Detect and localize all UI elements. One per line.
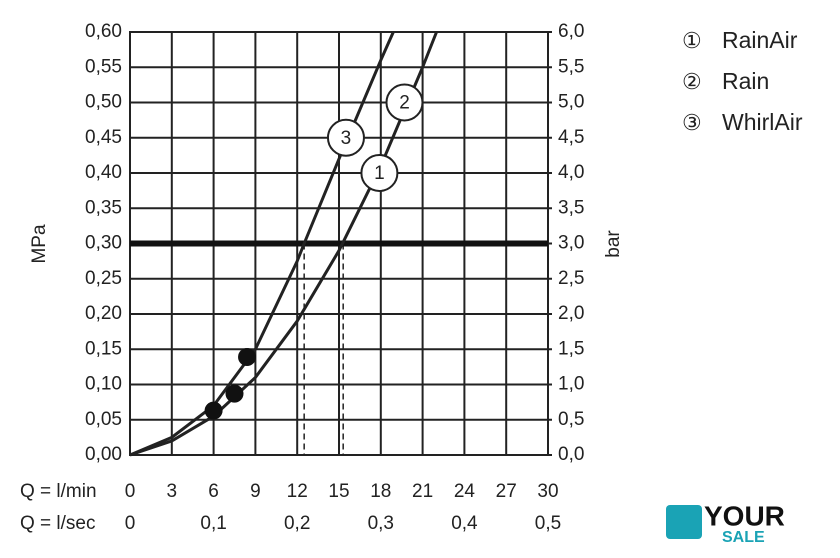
- y2-tick-label: 2,0: [558, 303, 584, 324]
- y-tick-label: 0,55: [85, 56, 122, 77]
- x-tick-label: 18: [370, 481, 391, 502]
- x2-tick-label: 0,4: [451, 513, 478, 534]
- y-tick-label: 0,20: [85, 303, 122, 324]
- x-tick-label: 0: [125, 481, 136, 502]
- y2-tick-label: 0,0: [558, 444, 584, 465]
- legend-label: WhirlAir: [722, 109, 803, 135]
- x-tick-label: 15: [328, 481, 349, 502]
- legend-label: Rain: [722, 68, 769, 94]
- x2-tick-label: 0,5: [535, 513, 561, 534]
- x2-tick-label: 0: [125, 513, 136, 534]
- point: [225, 384, 244, 403]
- y2-tick-label: 4,5: [558, 127, 584, 148]
- y2-tick-label: 0,5: [558, 409, 584, 430]
- x-axis-label: Q = l/min: [20, 481, 97, 502]
- curve-label: 2: [399, 93, 410, 114]
- y2-tick-label: 5,5: [558, 56, 584, 77]
- x2-axis-label: Q = l/sec: [20, 513, 96, 534]
- point: [204, 401, 223, 420]
- y2-tick-label: 4,0: [558, 162, 584, 183]
- y-tick-label: 0,25: [85, 268, 122, 289]
- x-tick-label: 3: [167, 481, 178, 502]
- curve-label-circle: [326, 118, 365, 157]
- x-tick-label: 12: [287, 481, 308, 502]
- legend-label: RainAir: [722, 27, 798, 53]
- x2-tick-label: 0,3: [368, 513, 394, 534]
- y-tick-label: 0,45: [85, 127, 122, 148]
- logo: YOUR SALE: [666, 500, 785, 546]
- logo-icon: [666, 505, 702, 539]
- y2-tick-label: 1,5: [558, 338, 584, 359]
- curve-label-circle: [360, 154, 399, 192]
- logo-text: SALE: [722, 529, 765, 546]
- y2-tick-label: 6,0: [558, 21, 584, 42]
- x-tick-label: 24: [454, 481, 476, 502]
- y-tick-label: 0,05: [85, 409, 122, 430]
- curve-label-circle: [385, 83, 424, 122]
- x-tick-label: 9: [250, 481, 261, 502]
- x2-tick-label: 0,2: [284, 513, 310, 534]
- y2-tick-label: 1,0: [558, 374, 584, 395]
- x-tick-label: 27: [496, 481, 517, 502]
- x-tick-label: 21: [412, 481, 433, 502]
- point: [238, 348, 257, 367]
- y-tick-label: 0,35: [85, 197, 122, 218]
- y2-tick-label: 3,0: [558, 233, 584, 254]
- y-tick-label: 0,60: [85, 21, 122, 42]
- y2-tick-label: 5,0: [558, 92, 584, 113]
- x2-tick-label: 0,1: [200, 513, 226, 534]
- y-tick-label: 0,30: [85, 233, 122, 254]
- y-tick-label: 0,50: [85, 92, 122, 113]
- curve-label: 3: [341, 128, 352, 149]
- y2-tick-label: 3,5: [558, 197, 584, 218]
- y-axis-label: MPa: [29, 224, 50, 264]
- y2-tick-label: 2,5: [558, 268, 584, 289]
- curve-label: 1: [374, 163, 385, 184]
- legend-symbol: ①: [682, 28, 702, 53]
- x-tick-label: 6: [208, 481, 219, 502]
- legend-symbol: ③: [682, 110, 702, 135]
- logo-text: YOUR: [704, 500, 785, 531]
- y-tick-label: 0,40: [85, 162, 122, 183]
- y-tick-label: 0,15: [85, 338, 122, 359]
- legend-symbol: ②: [682, 69, 702, 94]
- y-tick-label: 0,10: [85, 374, 122, 395]
- curve: [129, 31, 395, 457]
- x-tick-label: 30: [537, 481, 558, 502]
- y2-axis-label: bar: [603, 230, 624, 258]
- y-tick-label: 0,00: [85, 444, 122, 465]
